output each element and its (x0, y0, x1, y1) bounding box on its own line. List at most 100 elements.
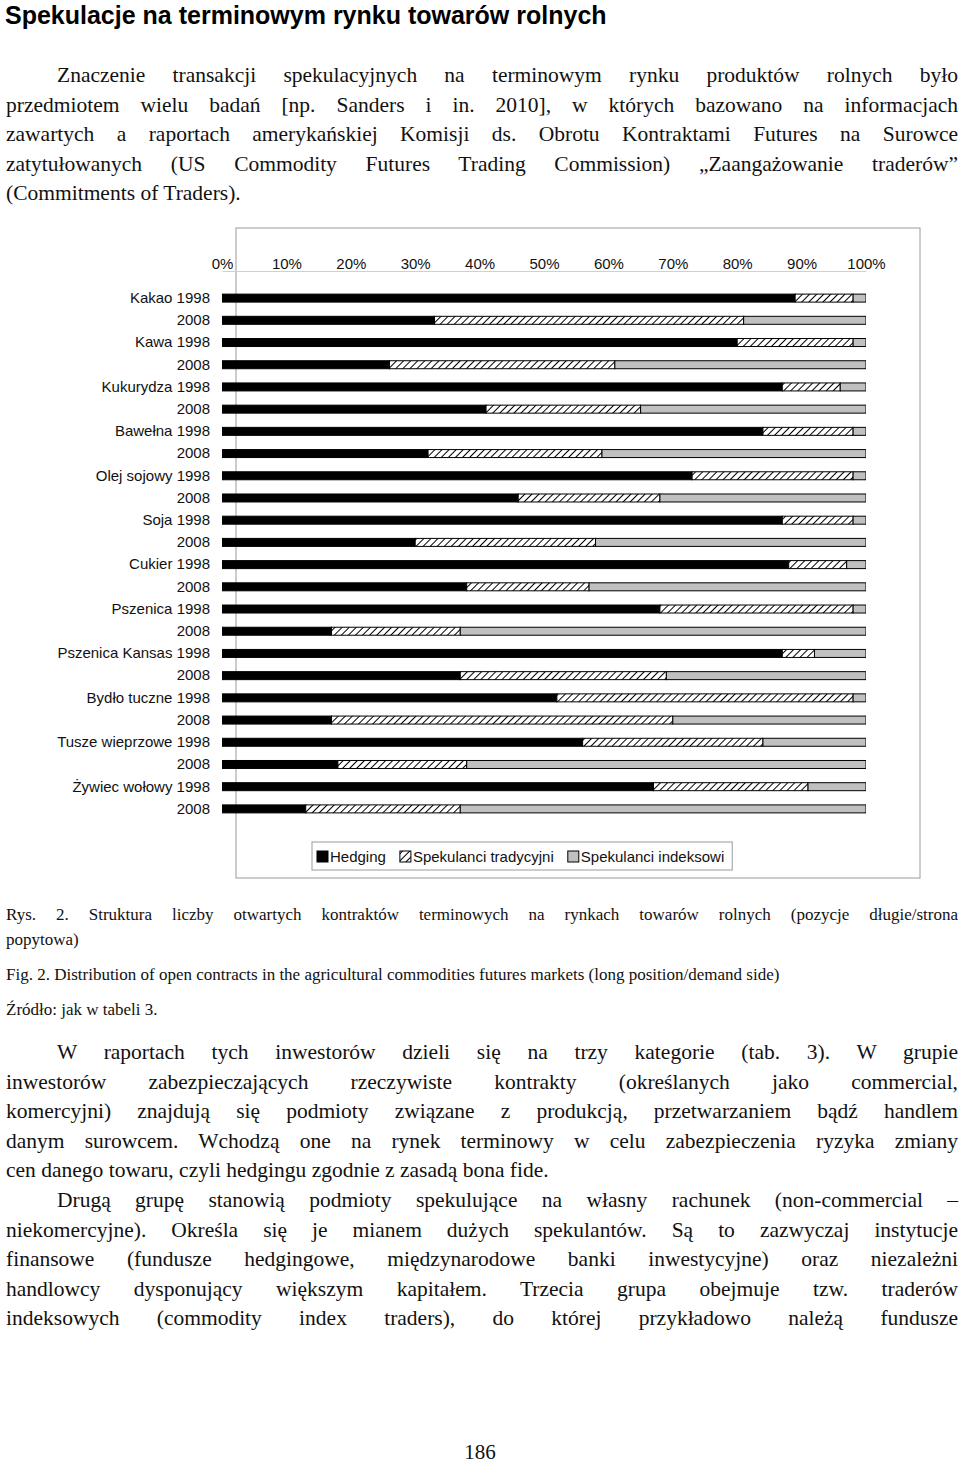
category-label: Kakao 1998 (130, 289, 210, 306)
bar-segment (222, 694, 557, 702)
bar-segment (789, 561, 847, 569)
bar-segment (222, 339, 737, 347)
category-label: 2008 (177, 400, 210, 417)
y-tick: 2008 (177, 400, 222, 417)
category-label: 2008 (177, 578, 210, 595)
caption-line: Rys. 2. Struktura liczby otwartych kontr… (6, 904, 958, 926)
paragraph-line: inwestorów zabezpieczających rzeczywiste… (6, 1069, 958, 1095)
x-tick: 40% (465, 255, 495, 272)
bar-segment (415, 538, 595, 546)
bar-segment (222, 472, 692, 480)
bar-segment (222, 805, 306, 813)
y-tick: 2008 (177, 578, 222, 595)
legend-label: Spekulanci tradycyjni (413, 848, 554, 865)
paragraph-line: indeksowych (commodity index traders), d… (6, 1305, 958, 1331)
paragraph-line: Drugą grupę stanowią podmioty spekulując… (57, 1187, 958, 1213)
x-tick: 0% (212, 255, 234, 272)
x-tick: 90% (787, 255, 817, 272)
bar-segment (467, 583, 589, 591)
y-tick: 2008 (177, 533, 222, 550)
y-axis: Kakao 1998 2008 Kawa 1998 2008 Kukurydza 199… (57, 289, 222, 817)
heading: Spekulacje na terminowym rynku towarów r… (5, 0, 607, 30)
y-tick: 2008 (177, 755, 222, 772)
category-label: 2008 (177, 444, 210, 461)
y-tick: Bydło tuczne 1998 (87, 689, 222, 706)
bar-segment (222, 494, 518, 502)
legend: HedgingSpekulanci tradycyjniSpekulanci i… (312, 842, 732, 870)
bar-segment (222, 583, 467, 591)
bar-segment (840, 383, 866, 391)
bar-segment (428, 450, 602, 458)
y-tick: 2008 (177, 622, 222, 639)
bar-segment (460, 805, 866, 813)
category-label: Pszenica Kansas 1998 (57, 644, 210, 661)
bar-segment (222, 427, 763, 435)
x-tick-label: 70% (658, 255, 688, 272)
bar-segment (222, 783, 653, 791)
bar-segment (435, 316, 744, 324)
category-label: 2008 (177, 356, 210, 373)
y-tick: 2008 (177, 356, 222, 373)
bar-segment (222, 316, 435, 324)
bar-segment (222, 405, 486, 413)
x-tick-label: 60% (594, 255, 624, 272)
bar-segment (460, 672, 666, 680)
category-label: 2008 (177, 622, 210, 639)
paragraph-line: komercyjni) znajdują się podmioty związa… (6, 1098, 958, 1124)
bar-segment (222, 383, 782, 391)
bar-segment (222, 450, 428, 458)
bar-segment (763, 427, 853, 435)
bar-segment (853, 694, 866, 702)
bar-segment (589, 583, 866, 591)
paragraph-line: Znaczenie transakcji spekulacyjnych na t… (57, 62, 958, 88)
category-label: 2008 (177, 711, 210, 728)
bar-segment (847, 561, 866, 569)
x-tick-label: 30% (401, 255, 431, 272)
bar-segment (660, 494, 866, 502)
y-tick: Żywiec wołowy 1998 (72, 777, 222, 794)
paragraph-line: (Commitments of Traders). (6, 180, 241, 206)
category-label: Żywiec wołowy 1998 (72, 777, 210, 794)
paragraph-line: zatytułowanych (US Commodity Futures Tra… (6, 151, 958, 177)
category-label: Bydło tuczne 1998 (87, 689, 210, 706)
bar-segment (331, 716, 672, 724)
category-label: Bawełna 1998 (115, 422, 210, 439)
bar-segment (331, 627, 460, 635)
y-tick: Pszenica Kansas 1998 (57, 644, 222, 661)
bar-segment (653, 783, 808, 791)
y-tick: 2008 (177, 489, 222, 506)
x-tick-label: 50% (529, 255, 559, 272)
paragraph-line: przedmiotem wielu badań [np. Sanders i i… (6, 92, 958, 118)
x-tick-label: 10% (272, 255, 302, 272)
paragraph-line: cen danego towaru, czyli hedgingu zgodni… (6, 1157, 549, 1183)
y-tick: 2008 (177, 444, 222, 461)
x-tick-label: 0% (212, 255, 234, 272)
bar-segment (222, 649, 782, 657)
x-tick: 60% (594, 255, 624, 272)
y-tick: 2008 (177, 711, 222, 728)
category-label: Kukurydza 1998 (102, 378, 210, 395)
legend-frame (312, 842, 732, 870)
category-label: Soja 1998 (142, 511, 210, 528)
y-tick: Kawa 1998 (135, 333, 222, 350)
bar-segment (222, 561, 789, 569)
bar-segment (641, 405, 866, 413)
category-label: Olej sojowy 1998 (96, 467, 210, 484)
category-label: 2008 (177, 311, 210, 328)
y-tick: Tusze wieprzowe 1998 (57, 733, 222, 750)
bar-segment (853, 516, 866, 524)
x-tick: 10% (272, 255, 302, 272)
x-tick: 80% (723, 255, 753, 272)
caption-line: popytowa) (6, 929, 79, 951)
bar-segment (660, 605, 853, 613)
category-label: 2008 (177, 533, 210, 550)
bar-segment (763, 738, 866, 746)
legend-swatch (317, 851, 328, 862)
bar-segment (222, 605, 660, 613)
bar-segment (557, 694, 853, 702)
x-tick-label: 40% (465, 255, 495, 272)
paragraph-line: handlowcy dysponujący większym kapitałem… (6, 1276, 958, 1302)
bar-segment (782, 516, 853, 524)
x-tick: 100% (847, 255, 885, 272)
bar-segment (853, 605, 866, 613)
